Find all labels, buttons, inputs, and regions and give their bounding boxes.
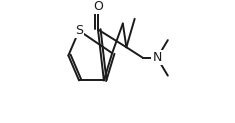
Text: S: S: [75, 24, 83, 37]
Text: N: N: [153, 51, 162, 64]
Text: O: O: [93, 0, 103, 14]
